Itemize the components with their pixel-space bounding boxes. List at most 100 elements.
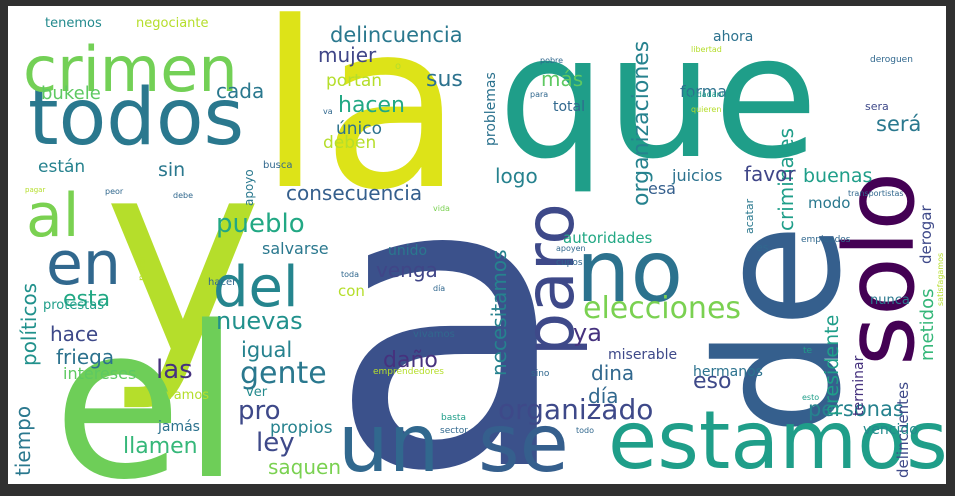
word-pro: pro: [238, 396, 281, 426]
word-organizado: organizado: [498, 393, 653, 426]
word-bukele: bukele: [41, 83, 101, 104]
word-pueblo: pueblo: [216, 209, 305, 239]
word-te: te: [803, 346, 813, 356]
word-eso: eso: [693, 369, 731, 394]
word-al: al: [26, 181, 79, 251]
word-propios: propios: [270, 418, 333, 438]
word-pagar: pagar: [25, 186, 45, 194]
word-igual: igual: [241, 338, 292, 362]
word-transportistas: transportistas: [848, 189, 904, 198]
word-sin: sin: [158, 159, 185, 181]
word-es: es: [756, 241, 769, 254]
word-un: un: [338, 397, 439, 484]
word-va: va: [323, 107, 333, 116]
word-jamas: jamás: [157, 419, 200, 435]
word-satisfagamos: satisfagamos: [936, 253, 945, 306]
word-friega: friega: [56, 345, 114, 369]
word-de: de: [681, 224, 879, 437]
word-ver: ver: [246, 385, 268, 400]
word-con: con: [338, 282, 365, 300]
word-dina: dina: [591, 361, 634, 385]
word-metidos: metidos: [917, 289, 938, 361]
word-ley: ley: [256, 428, 295, 458]
word-saquen: saquen: [268, 455, 341, 479]
word-logo: logo: [495, 164, 538, 188]
word-deben: deben: [323, 133, 376, 153]
word-acatar: acatar: [743, 198, 756, 234]
word-delincuencia: delincuencia: [330, 23, 463, 47]
word-protestas: protestas: [43, 298, 104, 313]
word-mas: más: [541, 67, 583, 91]
word-solo: solo: [824, 172, 936, 366]
word-tenemos: tenemos: [45, 16, 102, 31]
word-el: el: [53, 281, 241, 484]
word-modo: modo: [808, 194, 851, 212]
word-toda: toda: [341, 270, 359, 279]
word-en: en: [46, 229, 121, 299]
word-favor: favor: [744, 162, 796, 186]
word-negociante: negociante: [136, 16, 209, 31]
word-miserable: miserable: [608, 347, 677, 363]
word-vida: vida: [433, 204, 450, 213]
word-cloud-image: a que de la y el un se estamos todos crimen solo no p…: [8, 6, 946, 484]
word-delincuentes: delincuentes: [894, 382, 912, 478]
word-presidente: presidente: [821, 315, 843, 416]
word-hacer: hacer: [208, 277, 237, 288]
word-del: del: [213, 255, 299, 320]
word-se: se: [478, 397, 569, 484]
word-llamen: llamen: [123, 434, 198, 459]
word-para: para: [530, 90, 548, 99]
word-problemas: problemas: [483, 72, 499, 146]
word-dia: día: [588, 384, 619, 408]
word-sera: será: [876, 112, 921, 136]
word-personas: personas: [808, 397, 904, 421]
word-vencido: vencido: [863, 422, 918, 438]
word-a: a: [328, 94, 573, 484]
word-organizaciones: organizaciones: [629, 41, 654, 206]
word-sino: sino: [531, 369, 550, 379]
word-todo: todo: [576, 426, 594, 435]
word-gente: gente: [240, 356, 327, 391]
word-estamos: estamos: [608, 394, 946, 484]
word-cada: cada: [216, 79, 264, 103]
word-politicos: políticos: [17, 283, 41, 366]
word-ahora: ahora: [713, 29, 753, 45]
word-dia: día: [433, 284, 445, 293]
word-y: y: [103, 100, 263, 415]
word-libertad: libertad: [691, 45, 722, 54]
word-intereses: intereses: [63, 364, 136, 383]
word-empleados: empleados: [801, 235, 851, 245]
word-portan: portan: [326, 71, 382, 91]
word-unido: unido: [388, 243, 427, 259]
word-terminar: terminar: [851, 355, 867, 416]
word-salvarse: salvarse: [262, 239, 329, 258]
word-basta: basta: [441, 413, 466, 423]
word-debe: debe: [173, 191, 193, 200]
word-todos: todos: [28, 73, 244, 163]
word-ya: ya: [573, 319, 602, 347]
word-esto: esto: [802, 393, 819, 402]
word-mujer: mujer: [318, 43, 377, 67]
word-apoyen: apoyen: [556, 244, 586, 253]
word-elecciones: elecciones: [583, 291, 741, 326]
word-o: o: [395, 61, 401, 72]
word-nuevas: nuevas: [216, 307, 303, 335]
word-tiempo: tiempo: [11, 406, 35, 476]
word-emprendedores: emprendedores: [373, 367, 444, 377]
word-venga: venga: [376, 258, 438, 282]
word-deroguen: deroguen: [870, 55, 913, 65]
word-derogar: derogar: [917, 205, 935, 264]
word-juicios: juicios: [671, 166, 722, 185]
word-necesitamos: necesitamos: [487, 250, 511, 377]
word-autoridades: autoridades: [563, 229, 653, 247]
word-forma: forma: [680, 82, 727, 101]
word-hermanos: hermanos: [693, 364, 763, 380]
word-esta: esta: [63, 287, 110, 312]
word-quieren: quieren: [691, 105, 721, 114]
word-sus: sus: [426, 67, 463, 92]
word-cupos: cupos: [556, 258, 583, 268]
word-dano: daño: [383, 348, 438, 373]
word-hacen: hacen: [338, 93, 405, 118]
word-peor: peor: [105, 187, 124, 196]
